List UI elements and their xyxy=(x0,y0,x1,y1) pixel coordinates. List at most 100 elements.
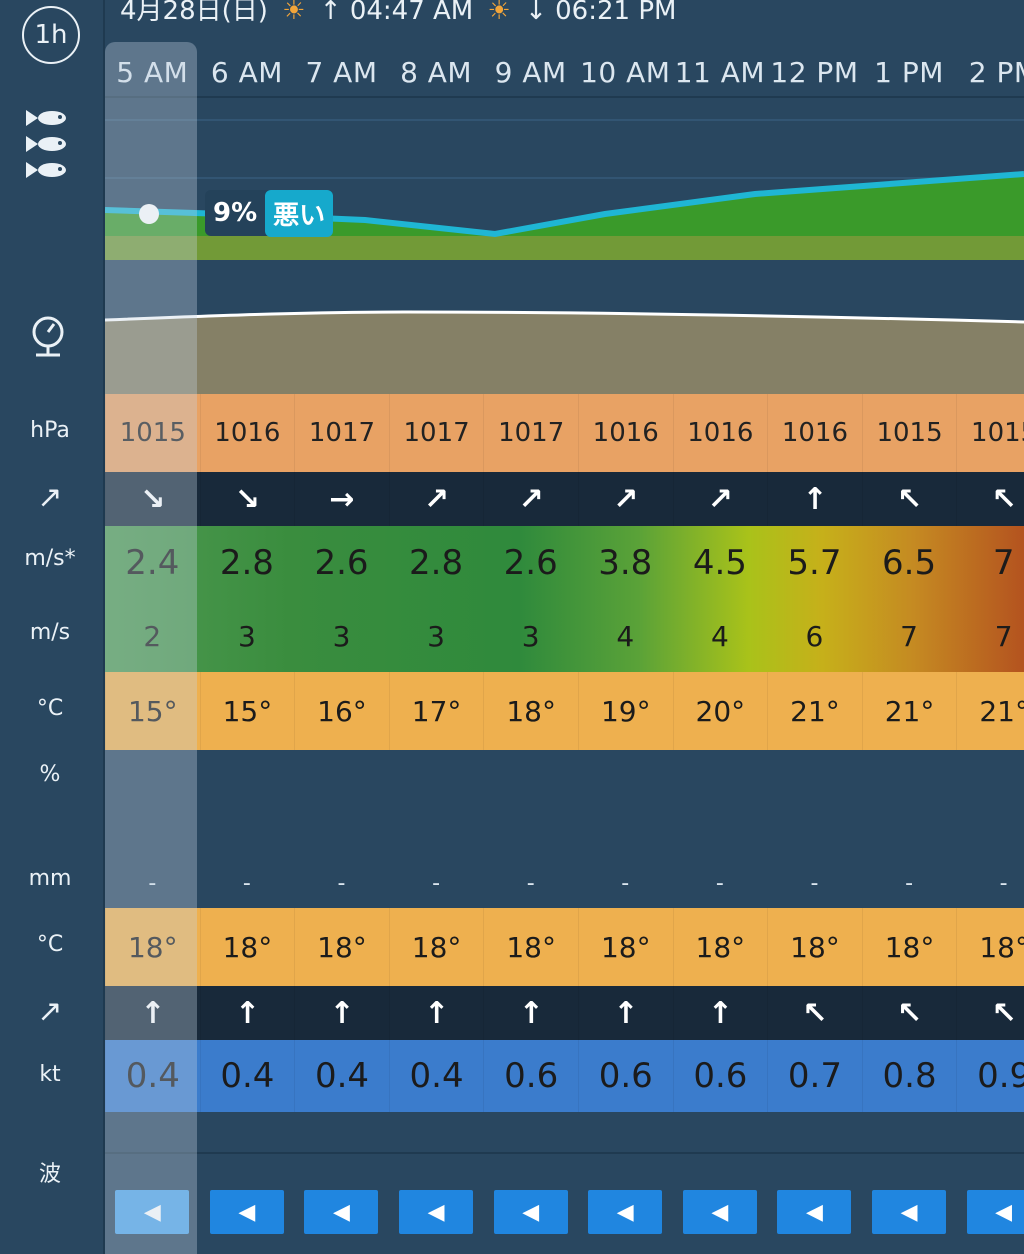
pressure-cell: 1015 xyxy=(956,394,1024,472)
wind-arrow-icon: ↘ xyxy=(199,472,295,526)
current-arrow-icon: ↑ xyxy=(577,986,673,1040)
current-arrow-icon: ↖ xyxy=(767,986,862,1040)
pressure-row: 1015 1016 1017 1017 1017 1016 1016 1016 … xyxy=(105,394,1024,472)
wave-cell: ◀ xyxy=(483,1188,578,1236)
label-current: kt xyxy=(39,1062,61,1087)
wind-gust-row: 2.4 2.8 2.6 2.8 2.6 3.8 4.5 5.7 6.5 7 xyxy=(105,526,1024,600)
current-direction-row: ↑ ↑ ↑ ↑ ↑ ↑ ↑ ↖ ↖ ↖ xyxy=(105,986,1024,1040)
wave-cell: ◀ xyxy=(389,1188,484,1236)
wind-arrow-icon: ↗ xyxy=(483,472,578,526)
sunset-icon: ☀ xyxy=(487,0,511,26)
label-wave: 波 xyxy=(38,1162,61,1187)
sea-temp-cell: 18° xyxy=(483,908,578,986)
current-arrow-icon: ↑ xyxy=(672,986,768,1040)
interval-button[interactable]: 1h xyxy=(22,6,80,64)
wind-cell: 3 xyxy=(237,619,256,653)
fishing-badge: 9% 悪い xyxy=(205,189,334,237)
wind-row: 2 3 3 3 3 4 4 6 7 7 xyxy=(105,600,1024,672)
wind-direction-row: ↘ ↘ → ↗ ↗ ↗ ↗ ↑ ↖ ↖ xyxy=(105,472,1024,526)
label-wind: m/s xyxy=(29,620,71,645)
rain-cell: - xyxy=(242,870,251,896)
wind-cell: 3 xyxy=(521,619,540,653)
wind-heat-background xyxy=(105,526,1024,672)
hour-cell: 8 AM xyxy=(400,55,473,89)
hour-cell: 12 PM xyxy=(770,55,859,89)
pressure-cell: 1017 xyxy=(483,394,578,472)
sea-temp-cell: 18° xyxy=(199,908,295,986)
wave-arrow-icon: ◀ xyxy=(304,1190,379,1234)
rain-cell: - xyxy=(715,870,724,896)
current-cell: 0.4 xyxy=(199,1040,295,1112)
wave-arrow-icon: ◀ xyxy=(777,1190,852,1234)
wave-cell: ◀ xyxy=(294,1188,389,1236)
temp-cell: 15° xyxy=(105,672,200,750)
pressure-cell: 1015 xyxy=(105,394,200,472)
current-arrow-icon: ↖ xyxy=(861,986,957,1040)
wind-arrow-icon: ↗ xyxy=(577,472,673,526)
rain-cell: - xyxy=(526,870,535,896)
pressure-cell: 1017 xyxy=(388,394,484,472)
wave-cell: ◀ xyxy=(862,1188,957,1236)
wind-arrow-icon: ↖ xyxy=(956,472,1024,526)
wave-cell: ◀ xyxy=(673,1188,768,1236)
wave-arrow-icon: ◀ xyxy=(872,1190,947,1234)
forecast-grid[interactable]: 5 AM 6 AM 7 AM 8 AM 9 AM 10 AM 11 AM 12 … xyxy=(105,0,1024,1254)
current-arrow-icon: ↑ xyxy=(294,986,389,1040)
sea-temp-cell: 18° xyxy=(577,908,673,986)
hour-cell: 1 PM xyxy=(874,55,944,89)
wave-arrow-icon: ◀ xyxy=(493,1190,568,1234)
current-direction-icon: ↗ xyxy=(37,994,63,1029)
temp-cell: 21° xyxy=(767,672,862,750)
pressure-cell: 1016 xyxy=(577,394,673,472)
label-sea-temp: °C xyxy=(36,932,64,957)
rain-cell: - xyxy=(621,870,630,896)
sea-temp-cell: 18° xyxy=(388,908,484,986)
wave-arrow-icon: ◀ xyxy=(399,1190,474,1234)
wind-gust-cell: 2.6 xyxy=(503,543,558,583)
wind-arrow-icon: ↗ xyxy=(672,472,768,526)
label-wind-gust: m/s* xyxy=(24,546,76,571)
sea-temp-cell: 18° xyxy=(672,908,768,986)
current-arrow-icon: ↑ xyxy=(388,986,484,1040)
current-cell: 0.9 xyxy=(956,1040,1024,1112)
wave-arrow-icon: ◀ xyxy=(588,1190,663,1234)
wind-gust-cell: 7 xyxy=(992,543,1015,583)
wind-gust-cell: 2.6 xyxy=(314,543,369,583)
wind-cell: 4 xyxy=(710,619,729,653)
hour-cell: 10 AM xyxy=(580,55,671,89)
temp-cell: 16° xyxy=(294,672,389,750)
current-cell: 0.4 xyxy=(105,1040,200,1112)
sidebar: 1h hPa ↗ m/s* m/s °C % mm °C ↗ kt 波 xyxy=(0,0,104,1254)
current-speed-row: 0.4 0.4 0.4 0.4 0.6 0.6 0.6 0.7 0.8 0.9 xyxy=(105,1040,1024,1112)
wave-cell: ◀ xyxy=(105,1188,200,1236)
divider xyxy=(105,1152,1024,1154)
wind-cell: 6 xyxy=(805,619,824,653)
current-arrow-icon: ↑ xyxy=(199,986,295,1040)
hour-cell: 11 AM xyxy=(674,55,766,89)
label-pressure: hPa xyxy=(30,418,70,443)
hour-cell: 2 PM xyxy=(968,55,1024,89)
temperature-row: 15° 15° 16° 17° 18° 19° 20° 21° 21° 21° xyxy=(105,672,1024,750)
wind-gust-cell: 6.5 xyxy=(882,543,937,583)
wind-gust-cell: 5.7 xyxy=(787,543,842,583)
date-header: 4月28日(日) ☀ ↑ 04:47 AM ☀ ↓ 06:21 PM xyxy=(120,0,682,27)
sea-temp-cell: 18° xyxy=(861,908,957,986)
wind-gust-cell: 3.8 xyxy=(598,543,653,583)
wave-arrow-icon: ◀ xyxy=(966,1190,1024,1234)
pressure-gauge-icon xyxy=(28,314,68,358)
label-rain: mm xyxy=(28,866,72,891)
current-arrow-icon: ↑ xyxy=(105,986,200,1040)
wave-cell: ◀ xyxy=(956,1188,1024,1236)
wind-cell: 7 xyxy=(900,619,918,653)
pressure-graph xyxy=(105,310,1024,396)
sunset-time: ↓ 06:21 PM xyxy=(525,0,677,26)
temp-cell: 21° xyxy=(956,672,1024,750)
rain-row: - - - - - - - - - - xyxy=(105,860,1024,906)
hour-row: 5 AM 6 AM 7 AM 8 AM 9 AM 10 AM 11 AM 12 … xyxy=(105,50,1024,94)
temp-cell: 18° xyxy=(483,672,578,750)
pressure-cell: 1017 xyxy=(294,394,389,472)
rain-cell: - xyxy=(905,870,914,896)
rain-cell: - xyxy=(810,870,819,896)
wind-cell: 3 xyxy=(332,619,351,653)
current-arrow-icon: ↑ xyxy=(483,986,578,1040)
